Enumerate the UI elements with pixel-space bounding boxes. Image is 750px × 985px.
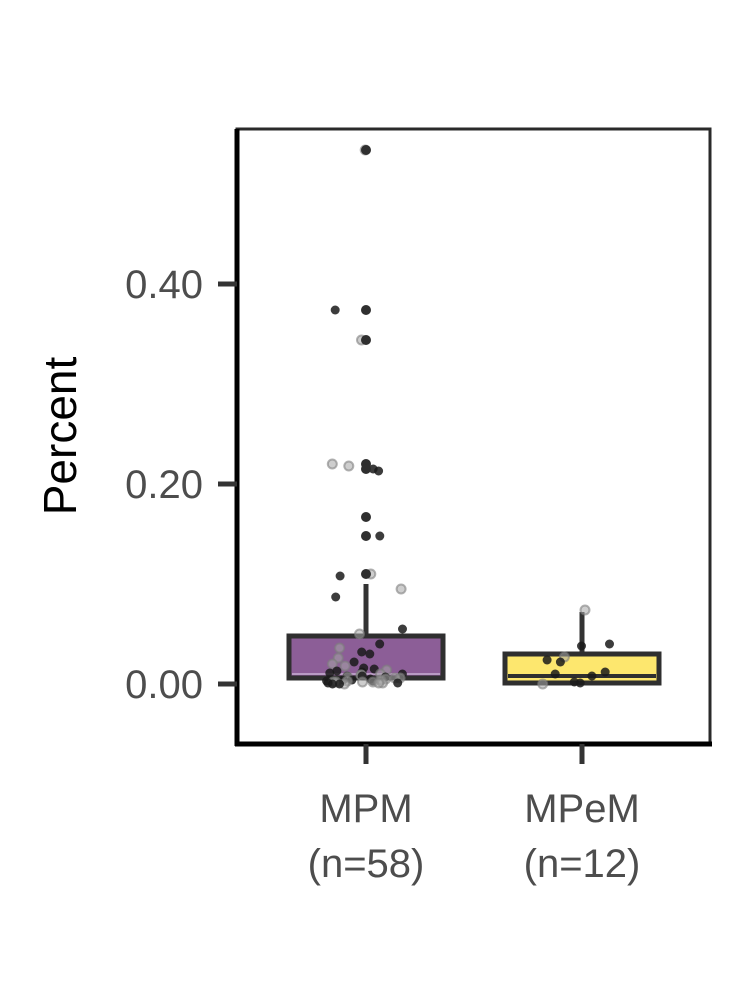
data-point <box>374 466 384 476</box>
data-point <box>339 660 351 672</box>
data-point <box>335 679 344 689</box>
data-point <box>326 658 338 670</box>
x-tick-label-name: MPM <box>319 787 412 831</box>
data-point <box>555 657 565 667</box>
box-mpm <box>286 584 446 681</box>
data-point <box>373 677 385 689</box>
data-point <box>349 657 359 667</box>
box-mpem <box>502 612 662 686</box>
y-tick-label: 0.00 <box>125 663 203 707</box>
data-point <box>542 655 552 665</box>
data-point <box>575 678 585 688</box>
data-point <box>375 531 385 541</box>
outlier-point <box>361 531 371 541</box>
x-tick-label-count: (n=12) <box>524 842 641 886</box>
data-point <box>334 642 346 654</box>
outlier-point <box>361 145 371 155</box>
outlier-point <box>361 335 371 345</box>
data-point <box>343 460 355 472</box>
data-point <box>600 667 610 677</box>
data-point <box>395 583 407 595</box>
data-point <box>357 647 367 657</box>
data-point <box>354 628 365 640</box>
data-point <box>537 678 549 690</box>
jitter-points <box>322 144 614 690</box>
data-point <box>325 668 335 678</box>
x-ticks: MPM (n=58) MPeM (n=12) <box>308 744 641 886</box>
data-point <box>357 676 368 688</box>
data-point <box>393 678 403 688</box>
data-point <box>331 592 341 602</box>
data-point <box>577 641 586 651</box>
box-iqr <box>502 651 662 686</box>
data-point <box>605 639 614 649</box>
data-point <box>587 671 597 681</box>
data-point <box>330 305 340 315</box>
x-tick-label-name: MPeM <box>524 787 640 831</box>
data-point <box>579 604 591 616</box>
outlier-point <box>361 464 371 474</box>
outlier-point <box>361 512 371 522</box>
data-point <box>375 639 385 649</box>
y-axis-title: Percent <box>34 357 86 516</box>
data-point <box>335 571 345 581</box>
data-point <box>332 666 342 676</box>
outlier-point <box>361 569 371 579</box>
y-tick-label: 0.20 <box>125 463 203 507</box>
outlier-point <box>361 305 371 315</box>
x-tick-label-count: (n=58) <box>308 842 425 886</box>
data-point <box>398 624 407 634</box>
y-ticks: 0.00 0.20 0.40 <box>125 263 237 707</box>
data-point <box>365 649 375 659</box>
data-point <box>550 669 560 679</box>
data-point <box>326 458 338 470</box>
data-point <box>328 679 337 689</box>
y-tick-label: 0.40 <box>125 263 203 307</box>
